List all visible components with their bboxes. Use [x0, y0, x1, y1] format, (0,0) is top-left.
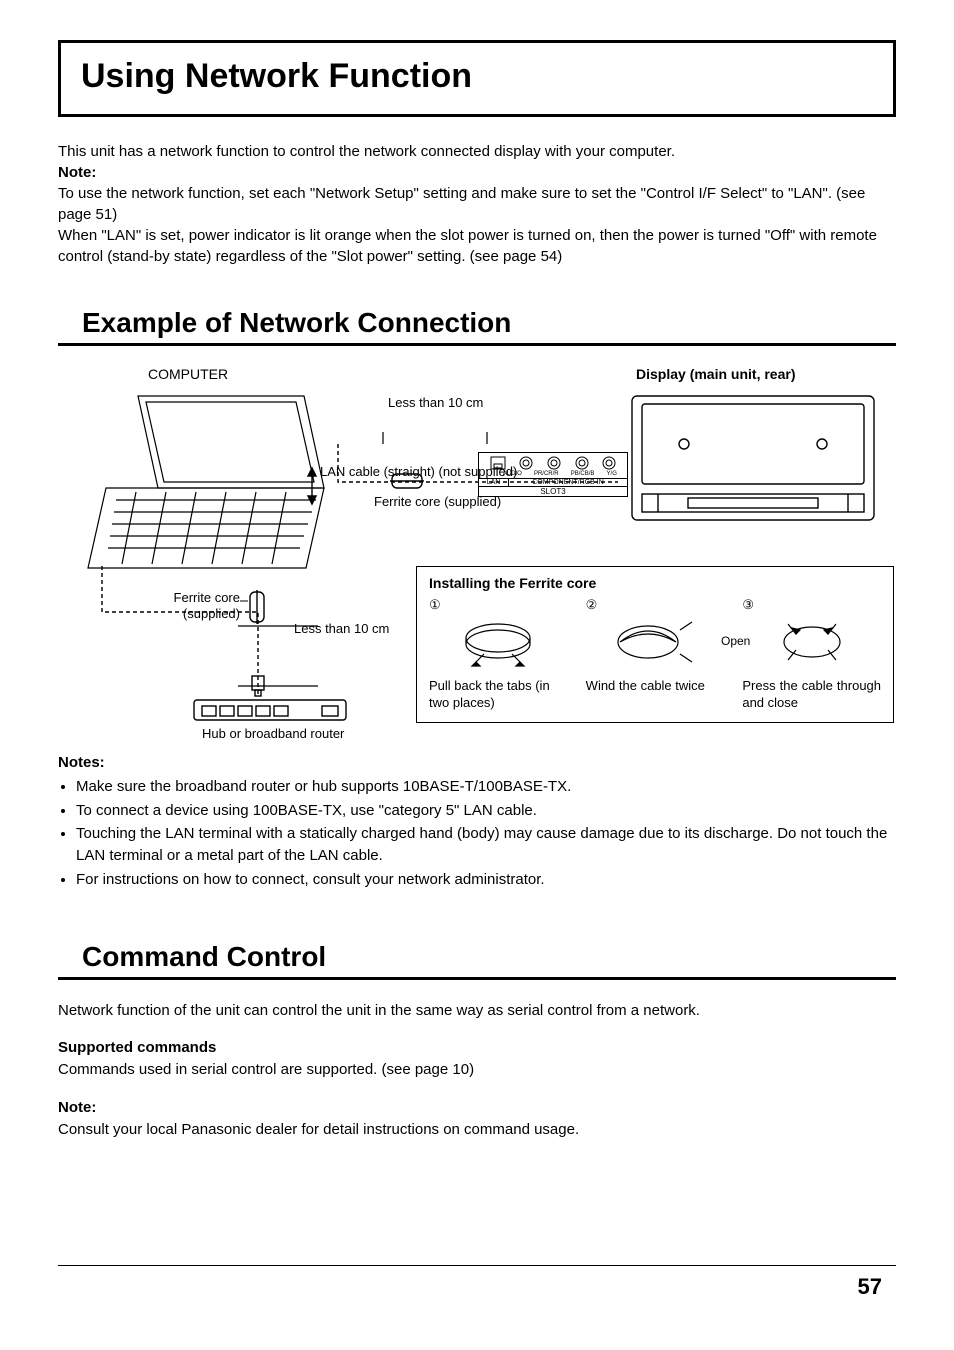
- command-line-1: Network function of the unit can control…: [58, 1000, 896, 1022]
- pr-port-icon: [547, 456, 561, 470]
- open-label: Open: [721, 634, 750, 650]
- step-1-text: Pull back the tabs (in two places): [429, 678, 568, 712]
- ferrite-install-box: Installing the Ferrite core ① Pull back …: [416, 566, 894, 723]
- section-1-title: Example of Network Connection: [82, 307, 896, 339]
- yg-port-icon: [602, 456, 616, 470]
- pb-port-icon: [575, 456, 589, 470]
- page-title: Using Network Function: [81, 57, 873, 96]
- ferrite-left-label: Ferrite core (supplied): [148, 590, 240, 621]
- network-diagram: COMPUTER Display (main unit, rear): [58, 366, 896, 746]
- display-rear-icon: [628, 390, 878, 530]
- notes-item: Touching the LAN terminal with a statica…: [76, 823, 896, 867]
- supported-heading: Supported commands: [58, 1037, 896, 1059]
- ports-panel: . AUDIO PR/CR/R PB/CB/B Y/G LAN COMPONEN…: [478, 452, 628, 497]
- command-note-heading: Note:: [58, 1097, 896, 1119]
- less-than-top-label: Less than 10 cm: [388, 396, 483, 410]
- step-3-num: ③: [742, 597, 881, 614]
- section-heading-2: Command Control: [58, 941, 896, 980]
- ferrite-left-icon: [246, 590, 270, 624]
- manual-page: Using Network Function This unit has a n…: [0, 0, 954, 1350]
- display-label: Display (main unit, rear): [636, 366, 795, 382]
- section-heading-1: Example of Network Connection: [58, 307, 896, 346]
- page-title-box: Using Network Function: [58, 40, 896, 117]
- ferrite-step2-icon: [610, 616, 700, 672]
- port-slot-label: SLOT3: [479, 486, 627, 496]
- section-2-title: Command Control: [82, 941, 896, 973]
- supported-text: Commands used in serial control are supp…: [58, 1059, 896, 1081]
- notes-item: For instructions on how to connect, cons…: [76, 869, 896, 891]
- lan-port-icon: [490, 456, 506, 470]
- port-pb-label: PB/CB/B: [571, 471, 595, 477]
- ferrite-step-3: ③ Press the cable through and close: [742, 597, 881, 712]
- notes-item: Make sure the broadband router or hub su…: [76, 776, 896, 798]
- ferrite-step1-icon: [458, 616, 538, 672]
- port-comp-label: COMPONENT/RGB IN: [509, 479, 627, 486]
- command-block: Network function of the unit can control…: [58, 1000, 896, 1141]
- ferrite-box-title: Installing the Ferrite core: [429, 575, 881, 591]
- footer-rule: [58, 1265, 896, 1266]
- intro-text: This unit has a network function to cont…: [58, 141, 896, 267]
- port-audio-label: AUDIO: [503, 471, 522, 477]
- computer-label: COMPUTER: [148, 366, 228, 382]
- intro-line-2: To use the network function, set each "N…: [58, 183, 896, 225]
- step-2-text: Wind the cable twice: [586, 678, 725, 695]
- audio-port-icon: [519, 456, 533, 470]
- hub-label: Hub or broadband router: [202, 726, 344, 741]
- notes-heading: Notes:: [58, 752, 896, 774]
- less-than-bottom-label: Less than 10 cm: [294, 622, 389, 636]
- port-yg-label: Y/G: [607, 471, 617, 477]
- step-3-text: Press the cable through and close: [742, 678, 881, 712]
- notes-list: Make sure the broadband router or hub su…: [58, 776, 896, 891]
- hub-icon: [192, 696, 348, 726]
- notes-block: Notes: Make sure the broadband router or…: [58, 752, 896, 891]
- bracket-top: [381, 430, 491, 446]
- step-2-num: ②: [586, 597, 598, 614]
- intro-line-3: When "LAN" is set, power indicator is li…: [58, 225, 896, 267]
- ferrite-step3-icon: [772, 616, 852, 672]
- port-lan-label: LAN: [479, 479, 509, 486]
- ferrite-step-1: ① Pull back the tabs (in two places): [429, 597, 568, 712]
- command-note-text: Consult your local Panasonic dealer for …: [58, 1119, 896, 1141]
- step-1-num: ①: [429, 597, 568, 614]
- lan-arrow-icon: [306, 466, 318, 506]
- notes-item: To connect a device using 100BASE-TX, us…: [76, 800, 896, 822]
- note-label: Note:: [58, 162, 896, 183]
- ferrite-step-2: ② Open Wind the cable twice: [586, 597, 725, 712]
- ferrite-arrow: [240, 600, 248, 602]
- page-number: 57: [858, 1274, 882, 1300]
- intro-line-1: This unit has a network function to cont…: [58, 141, 896, 162]
- computer-icon: [76, 388, 336, 588]
- port-pr-label: PR/CR/R: [534, 471, 559, 477]
